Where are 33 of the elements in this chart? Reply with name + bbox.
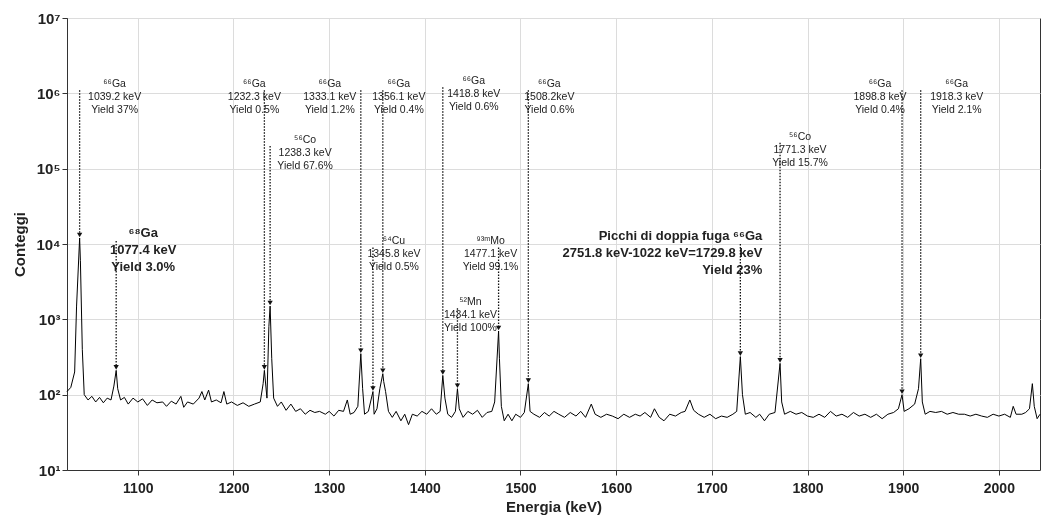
y-tick-label: 10⁴ — [36, 235, 61, 253]
annotation: ⁶⁶Ga 1232.3 keV Yield 0.5% — [227, 77, 281, 116]
y-axis-title: Conteggi — [11, 212, 29, 277]
x-tick-label: 1600 — [601, 479, 633, 496]
y-tick-label: 10¹ — [38, 461, 61, 479]
annotation: ⁶⁸Ga 1077.4 keV Yield 3.0% — [109, 224, 177, 274]
annotation: ⁶⁶Ga 1418.8 keV Yield 0.6% — [447, 74, 501, 113]
y-tick-label: 10⁶ — [36, 84, 61, 102]
annotation: ⁵⁶Co 1771.3 keV Yield 15.7% — [772, 129, 828, 168]
y-tick-label: 10³ — [38, 310, 61, 328]
x-tick-label: 2000 — [983, 479, 1016, 496]
y-tick-label: 10⁵ — [36, 160, 61, 178]
annotation: ⁶⁶Ga 1356.1 keV Yield 0.4% — [372, 77, 426, 116]
annotation: ⁶⁶Ga 1898.8 keV Yield 0.4% — [853, 77, 907, 116]
annotation: ⁹³ᵐMo 1477.1 keV Yield 99.1% — [462, 234, 519, 273]
x-tick-label: 1400 — [409, 479, 442, 496]
x-axis-title: Energia (keV) — [506, 497, 602, 515]
annotation: ⁶⁶Ga 1039.2 keV Yield 37% — [88, 77, 142, 116]
x-tick-label: 1200 — [218, 479, 250, 496]
x-tick-label: 1500 — [505, 479, 537, 496]
annotation: ⁶⁶Ga 1508.2keV Yield 0.6% — [524, 77, 575, 116]
annotation: ⁵⁶Co 1238.3 keV Yield 67.6% — [277, 132, 333, 171]
annotation: ⁶⁶Ga 1333.1 keV Yield 1.2% — [303, 77, 357, 116]
x-tick-label: 1300 — [314, 479, 346, 496]
x-tick-label: 1700 — [696, 479, 729, 496]
annotation: ⁶⁶Ga 1918.3 keV Yield 2.1% — [930, 77, 984, 116]
x-tick-label: 1800 — [792, 479, 824, 496]
y-tick-label: 10⁷ — [37, 9, 61, 27]
annotation: Picchi di doppia fuga ⁶⁶Ga 2751.8 keV-1022 keV=1729.8 keV Yield 23% — [562, 228, 764, 277]
x-tick-label: 1100 — [123, 479, 154, 496]
y-tick-label: 10² — [38, 386, 61, 404]
x-tick-label: 1900 — [888, 479, 920, 496]
annotation: ⁵²Mn 1434.1 keV Yield 100% — [443, 295, 498, 334]
